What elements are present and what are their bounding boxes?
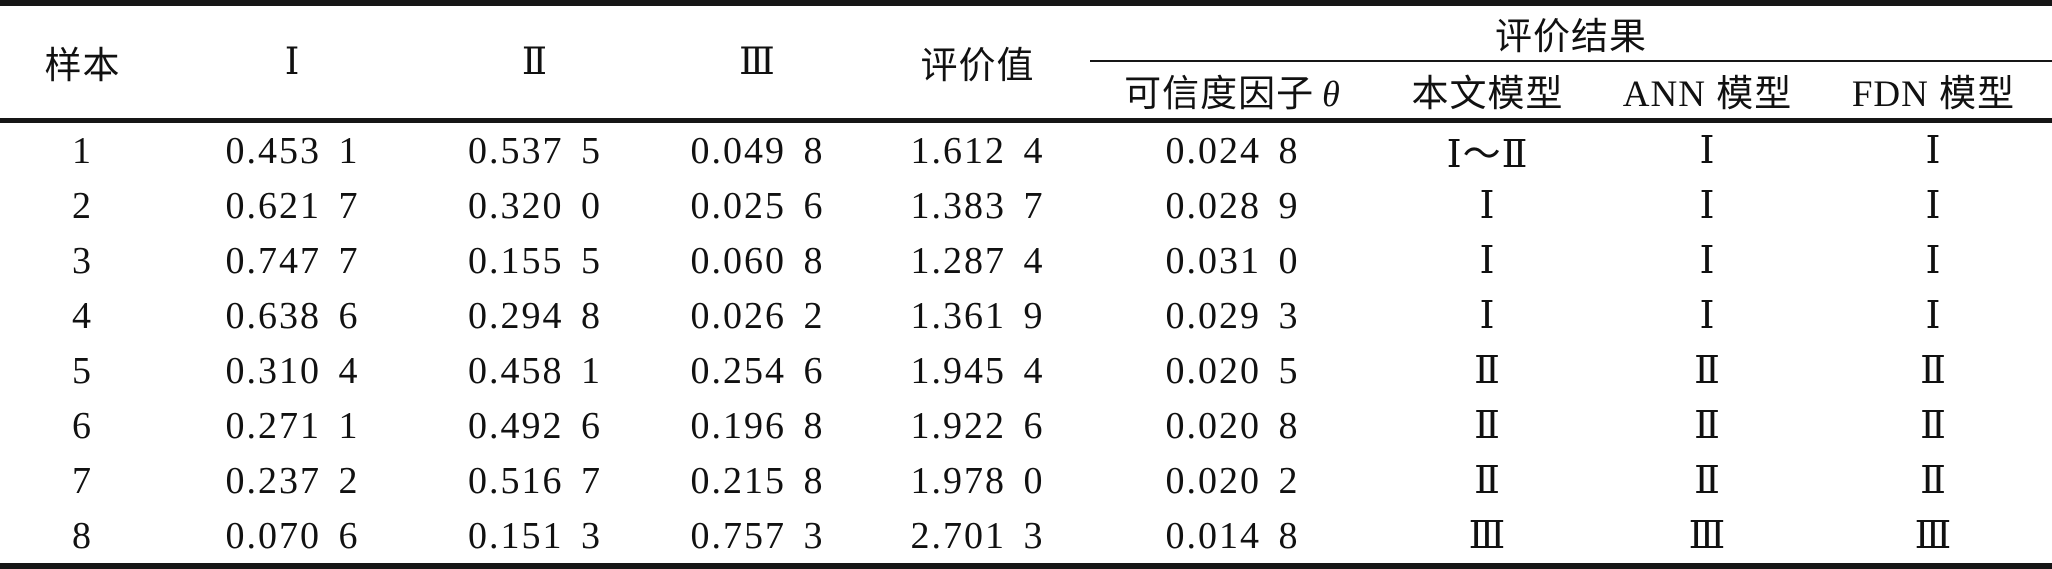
cell-weight-3: 0.026 2: [690, 294, 825, 337]
cell-sample: 2: [72, 184, 93, 227]
cell-eval-value: 1.945 4: [910, 349, 1045, 392]
cell-fdn-model-result: Ⅰ: [1925, 295, 1942, 337]
cell-weight-2: 0.294 8: [468, 294, 602, 337]
table-body: 1 0.453 1 0.537 5 0.049 8 1.612 4 0.024 …: [0, 121, 2052, 567]
cell-fdn-model-result: Ⅰ: [1925, 240, 1942, 282]
cell-sample: 4: [72, 294, 93, 337]
cell-weight-3: 0.049 8: [690, 129, 825, 172]
cell-sample: 6: [72, 404, 93, 447]
cell-sample: 7: [72, 459, 93, 502]
table-header: 样本 Ⅰ Ⅱ Ⅲ 评价值 评价结果 可信度因子 θ 本文模型 ANN 模型 FDN…: [0, 3, 2052, 121]
cell-credibility-factor: 0.024 8: [1165, 129, 1300, 172]
col-header-fdn-model: FDN 模型: [1851, 74, 2016, 115]
col-header-credibility-factor: 可信度因子 θ: [1090, 61, 1375, 121]
cell-weight-3: 0.757 3: [690, 514, 825, 557]
credibility-factor-label: 可信度因子: [1124, 74, 1315, 115]
cell-weight-2: 0.151 3: [468, 514, 602, 557]
cell-eval-value: 1.612 4: [910, 129, 1045, 172]
cell-weight-1: 0.271 1: [225, 404, 360, 447]
cell-sample: 5: [72, 349, 93, 392]
cell-fdn-model-result: Ⅰ: [1925, 185, 1942, 227]
cell-eval-value: 1.978 0: [910, 459, 1045, 502]
cell-weight-2: 0.320 0: [468, 184, 602, 227]
col-header-eval-value: 评价值: [920, 46, 1035, 87]
cell-ann-model-result: Ⅱ: [1694, 350, 1721, 392]
cell-credibility-factor: 0.028 9: [1165, 184, 1300, 227]
cell-paper-model-result: Ⅱ: [1474, 350, 1501, 392]
cell-weight-1: 0.310 4: [225, 349, 360, 392]
table-row: 7 0.237 2 0.516 7 0.215 8 1.978 0 0.020 …: [0, 453, 2052, 508]
cell-eval-value: 2.701 3: [910, 514, 1045, 557]
cell-paper-model-result: Ⅱ: [1474, 460, 1501, 502]
cell-weight-1: 0.070 6: [225, 514, 360, 557]
cell-sample: 1: [72, 129, 93, 172]
cell-credibility-factor: 0.014 8: [1165, 514, 1300, 557]
cell-weight-2: 0.537 5: [468, 129, 602, 172]
cell-ann-model-result: Ⅱ: [1694, 460, 1721, 502]
col-header-grade-2: Ⅱ: [521, 42, 549, 83]
cell-ann-model-result: Ⅲ: [1688, 515, 1727, 557]
cell-weight-2: 0.492 6: [468, 404, 602, 447]
cell-weight-3: 0.254 6: [690, 349, 825, 392]
cell-weight-1: 0.453 1: [225, 129, 360, 172]
table-row: 3 0.747 7 0.155 5 0.060 8 1.287 4 0.031 …: [0, 233, 2052, 288]
cell-ann-model-result: Ⅰ: [1699, 185, 1716, 227]
cell-paper-model-result: Ⅱ: [1474, 405, 1501, 447]
cell-fdn-model-result: Ⅱ: [1920, 350, 1947, 392]
cell-fdn-model-result: Ⅰ: [1925, 130, 1942, 172]
table-row: 2 0.621 7 0.320 0 0.025 6 1.383 7 0.028 …: [0, 178, 2052, 233]
cell-ann-model-result: Ⅰ: [1699, 295, 1716, 337]
cell-credibility-factor: 0.020 2: [1165, 459, 1300, 502]
cell-weight-1: 0.621 7: [225, 184, 360, 227]
cell-sample: 8: [72, 514, 93, 557]
cell-ann-model-result: Ⅰ: [1699, 240, 1716, 282]
cell-weight-1: 0.237 2: [225, 459, 360, 502]
cell-weight-3: 0.196 8: [690, 404, 825, 447]
cell-fdn-model-result: Ⅱ: [1920, 460, 1947, 502]
cell-ann-model-result: Ⅰ: [1699, 130, 1716, 172]
header-row-2: 可信度因子 θ 本文模型 ANN 模型 FDN 模型: [0, 61, 2052, 121]
cell-fdn-model-result: Ⅱ: [1920, 405, 1947, 447]
col-header-paper-model: 本文模型: [1411, 74, 1564, 115]
col-header-sample: 样本: [44, 46, 121, 87]
cell-credibility-factor: 0.020 8: [1165, 404, 1300, 447]
cell-weight-1: 0.638 6: [225, 294, 360, 337]
cell-sample: 3: [72, 239, 93, 282]
cell-weight-2: 0.516 7: [468, 459, 602, 502]
cell-paper-model-result: Ⅰ: [1479, 295, 1496, 337]
theta-symbol: θ: [1322, 74, 1341, 114]
cell-weight-3: 0.215 8: [690, 459, 825, 502]
cell-weight-3: 0.025 6: [690, 184, 825, 227]
cell-weight-2: 0.458 1: [468, 349, 602, 392]
cell-eval-value: 1.383 7: [910, 184, 1045, 227]
cell-weight-1: 0.747 7: [225, 239, 360, 282]
col-header-grade-3: Ⅲ: [739, 42, 776, 83]
cell-paper-model-result: Ⅰ: [1479, 185, 1496, 227]
cell-eval-value: 1.922 6: [910, 404, 1045, 447]
col-group-header-eval-result: 评价结果: [1090, 3, 2052, 62]
col-header-grade-1: Ⅰ: [284, 42, 301, 83]
cell-ann-model-result: Ⅱ: [1694, 405, 1721, 447]
table-row: 4 0.638 6 0.294 8 0.026 2 1.361 9 0.029 …: [0, 288, 2052, 343]
cell-fdn-model-result: Ⅲ: [1914, 515, 1953, 557]
cell-paper-model-result: Ⅰ～Ⅱ: [1446, 134, 1529, 176]
cell-weight-3: 0.060 8: [690, 239, 825, 282]
cell-weight-2: 0.155 5: [468, 239, 602, 282]
table-row: 5 0.310 4 0.458 1 0.254 6 1.945 4 0.020 …: [0, 343, 2052, 398]
table-row: 6 0.271 1 0.492 6 0.196 8 1.922 6 0.020 …: [0, 398, 2052, 453]
header-row-1: 样本 Ⅰ Ⅱ Ⅲ 评价值 评价结果: [0, 3, 2052, 87]
cell-eval-value: 1.287 4: [910, 239, 1045, 282]
cell-eval-value: 1.361 9: [910, 294, 1045, 337]
table-row: 8 0.070 6 0.151 3 0.757 3 2.701 3 0.014 …: [0, 508, 2052, 566]
table-row: 1 0.453 1 0.537 5 0.049 8 1.612 4 0.024 …: [0, 121, 2052, 179]
cell-credibility-factor: 0.020 5: [1165, 349, 1300, 392]
col-header-ann-model: ANN 模型: [1622, 74, 1793, 115]
cell-paper-model-result: Ⅰ: [1479, 240, 1496, 282]
cell-credibility-factor: 0.029 3: [1165, 294, 1300, 337]
cell-paper-model-result: Ⅲ: [1468, 515, 1507, 557]
cell-credibility-factor: 0.031 0: [1165, 239, 1300, 282]
